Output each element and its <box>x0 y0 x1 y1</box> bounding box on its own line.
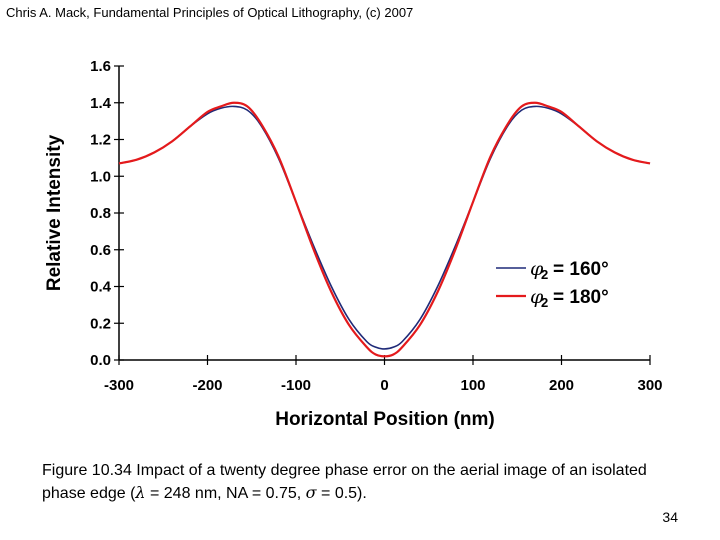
x-tick-label: 0 <box>380 377 388 394</box>
series-line-180 <box>118 101 651 358</box>
x-tick-label: -300 <box>104 377 134 394</box>
y-tick-label: 1.0 <box>90 168 111 185</box>
page-number: 34 <box>662 509 678 525</box>
x-axis-label: Horizontal Position (nm) <box>275 409 495 430</box>
x-tick-label: -200 <box>192 377 222 394</box>
series-line-160 <box>118 105 651 350</box>
y-tick-label: 0.0 <box>90 352 111 369</box>
y-tick-label: 0.8 <box>90 205 111 222</box>
y-tick-label: 1.4 <box>90 95 112 112</box>
y-tick-label: 0.2 <box>90 315 111 332</box>
y-axis-label: Relative Intensity <box>44 134 65 291</box>
y-tick-label: 0.6 <box>90 242 111 259</box>
legend-label: = 160° <box>553 259 609 280</box>
chart-legend: φ2 = 160°φ2 = 180° <box>496 258 609 310</box>
legend-phi-symbol: φ <box>530 286 544 308</box>
y-tick-label: 0.4 <box>90 279 112 296</box>
chart-ticks: 0.0 0.2 0.4 0.6 0.8 1.0 1.2 1.4 1.6 -300 -200 -100 0… <box>90 58 662 394</box>
legend-label: = 180° <box>553 287 609 308</box>
slide-header: Chris A. Mack, Fundamental Principles of… <box>6 5 414 20</box>
caption-text-1: Figure 10.34 Impact of a twenty degree p… <box>42 462 647 502</box>
legend-phi-symbol: φ <box>530 258 544 280</box>
lambda-symbol: λ <box>135 483 146 502</box>
figure-caption: Figure 10.34 Impact of a twenty degree p… <box>42 460 682 505</box>
legend-subscript: 2 <box>541 267 548 282</box>
chart-axes <box>118 66 650 361</box>
y-tick-label: 1.2 <box>90 132 111 149</box>
caption-text-2: = 248 nm, NA = 0.75, <box>145 485 306 502</box>
chart-series-group <box>118 101 651 358</box>
sigma-symbol: σ <box>305 483 317 502</box>
caption-text-3: = 0.5). <box>316 485 367 502</box>
y-tick-label: 1.6 <box>90 58 111 75</box>
x-tick-label: 100 <box>460 377 485 394</box>
x-tick-label: 300 <box>637 377 662 394</box>
legend-subscript: 2 <box>541 295 548 310</box>
x-tick-label: -100 <box>281 377 311 394</box>
x-tick-label: 200 <box>549 377 574 394</box>
